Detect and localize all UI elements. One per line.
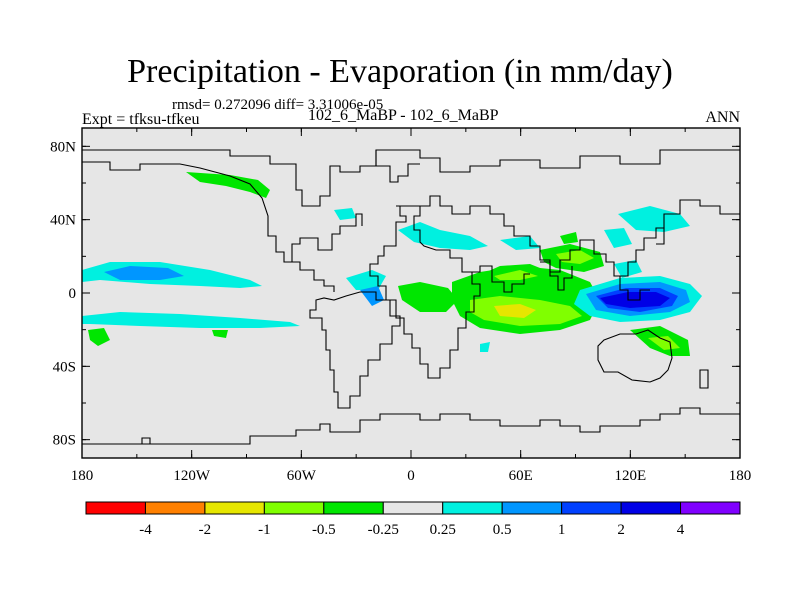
field-pacific-green-south [88,328,110,346]
colorbar-swatch [85,501,146,515]
field-atlantic-blue [360,286,384,306]
expt-line: Expt = tfksu-tfkeu [82,111,200,128]
y-tick-label: 80N [50,139,76,155]
field-north-pacific-green [186,172,270,198]
field-contours [82,172,702,356]
x-tick-label: 180 [729,468,752,484]
x-tick-label: 0 [407,468,415,484]
y-axis: 80N 40N 0 40S 80S [50,139,740,449]
x-tick-label: 120E [614,468,646,484]
coast-japan [656,227,665,245]
y-tick-label: 40S [53,359,76,375]
colorbar-label: -1 [258,522,271,538]
coast-north-america-west [82,161,363,263]
stats-line: rmsd= 0.272096 diff= 3.31006e-05 [172,97,384,113]
x-tick-label: 60W [287,468,317,484]
coast-newzealand [699,369,709,389]
coast-india [540,261,573,291]
chart-title: Precipitation - Evaporation (in mm/day) [127,53,673,90]
x-tick-label: 120W [173,468,211,484]
field-pacific-cyan-south [82,312,300,328]
field-china-cyan [604,228,632,248]
colorbar-swatch [501,501,563,515]
colorbar-swatch [144,501,206,515]
season-label: ANN [705,109,740,126]
field-europe-cyan [334,208,356,220]
x-tick-label: 60E [509,468,533,484]
colorbar-label: 0.25 [430,522,456,538]
colorbar-swatch [323,501,384,515]
coast-central-america [292,261,335,292]
colorbar-label: -0.5 [312,522,336,538]
colorbar-label: 4 [677,522,685,538]
colorbar-swatch [263,501,325,515]
colorbar-label: 2 [617,522,625,538]
colorbar-label: -0.25 [368,522,399,538]
field-maritime-lightgreen-s [648,336,680,350]
field-atlantic-cyan [346,270,386,290]
colorbar-swatch [204,501,265,515]
colorbar-swatch [442,501,503,515]
field-indian-yellow [494,304,536,318]
field-sa-cyan [480,342,490,352]
y-tick-label: 40N [50,213,76,229]
coast-island-small [141,437,151,445]
case-line: 102_6_MaBP - 102_6_MaBP [308,107,499,124]
y-tick-label: 0 [69,286,77,302]
coastlines [82,149,740,445]
field-asia-green-small [560,232,578,244]
field-npac-cyan [618,206,690,232]
colorbar: -4 -2 -1 -0.5 -0.25 0.25 0.5 1 2 4 [85,501,741,538]
colorbar-label: -2 [199,522,212,538]
colorbar-label: 1 [558,522,566,538]
colorbar-label: -4 [139,522,152,538]
colorbar-swatch [382,501,444,515]
colorbar-label: 0.5 [493,522,512,538]
coast-se-asia [614,275,650,301]
field-pacific-blue-north [104,266,184,280]
y-tick-label: 80S [53,433,76,449]
coast-south-america [309,291,401,409]
colorbar-swatch [561,501,622,515]
x-tick-label: 180 [71,468,94,484]
colorbar-swatch [620,501,682,515]
coast-australia [597,329,673,383]
field-africa-green [398,282,458,312]
coast-antarctica [82,407,740,445]
coast-europe-africa [369,205,481,379]
colorbar-swatch [680,501,741,515]
coast-arabia [472,265,530,293]
field-arabia-lightgreen [494,270,538,280]
field-pacific-green-s2 [212,330,228,338]
coast-greenland [375,150,420,183]
x-axis: 180 120W 60W 0 60E 120E 180 [71,128,752,484]
